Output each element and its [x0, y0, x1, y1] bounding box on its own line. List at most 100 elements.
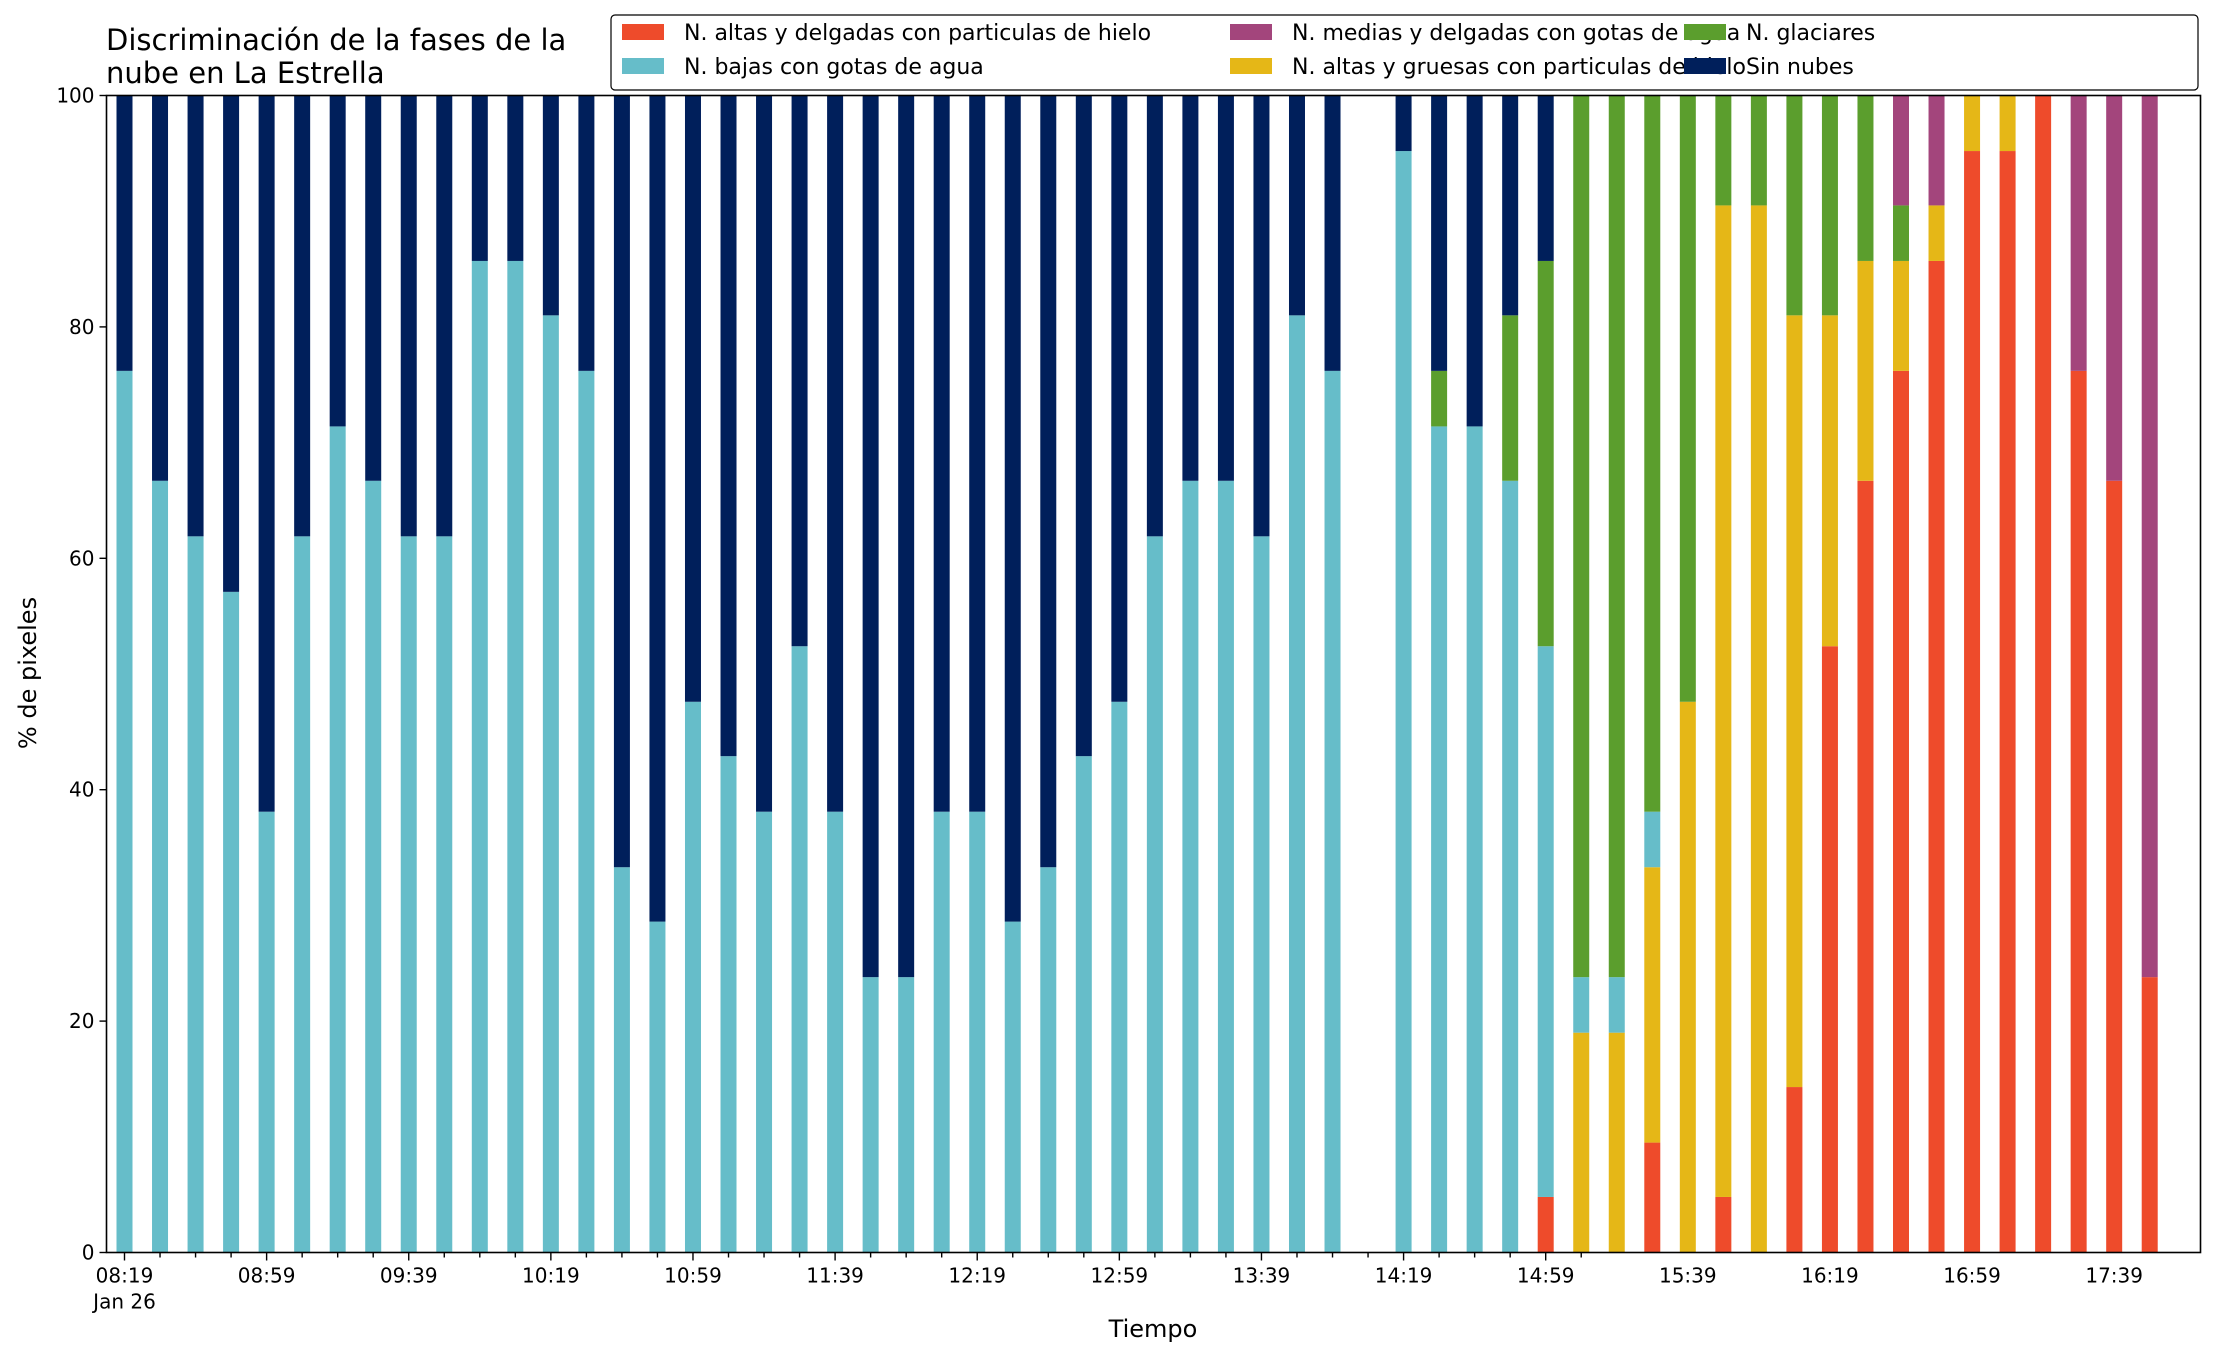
bar-sin-nubes-2 — [187, 95, 204, 537]
bar-sin-nubes-34 — [1324, 95, 1341, 371]
bar-bajas-41 — [1573, 977, 1590, 1033]
bar-sin-nubes-0 — [116, 95, 133, 371]
y-tick-label: 40 — [69, 778, 94, 802]
bar-bajas-13 — [578, 370, 595, 1253]
bar-glaciares-50 — [1893, 205, 1909, 261]
bar-altas-gruesas-42 — [1608, 1032, 1625, 1253]
bar-bajas-8 — [400, 536, 417, 1253]
bar-sin-nubes-31 — [1217, 95, 1234, 481]
bar-altas-delgadas-48 — [1821, 646, 1838, 1253]
x-tick-label: 09:39 — [380, 1264, 438, 1288]
x-tick-label: 12:19 — [948, 1264, 1006, 1288]
x-tick-label: 11:39 — [806, 1264, 864, 1288]
chart-title-line-1: Discriminación de la fases de la — [106, 23, 566, 57]
bar-bajas-26 — [1040, 867, 1057, 1253]
bar-bajas-5 — [294, 536, 311, 1253]
bar-medias-57 — [2141, 95, 2158, 978]
bar-sin-nubes-11 — [507, 95, 524, 261]
bar-sin-nubes-26 — [1040, 95, 1057, 868]
x-tick-label: 13:39 — [1233, 1264, 1291, 1288]
bar-bajas-32 — [1253, 536, 1270, 1253]
legend-swatch-bajas — [622, 58, 664, 74]
bar-altas-gruesas-48 — [1821, 315, 1838, 647]
bar-bajas-30 — [1182, 480, 1199, 1253]
bar-bajas-43 — [1644, 811, 1661, 868]
legend-swatch-sin-nubes — [1684, 58, 1726, 74]
y-tick-label: 60 — [69, 546, 94, 570]
bar-bajas-11 — [507, 260, 524, 1253]
bar-altas-gruesas-44 — [1679, 701, 1696, 1253]
bar-sin-nubes-8 — [400, 95, 417, 537]
bar-sin-nubes-25 — [1004, 95, 1021, 922]
bar-bajas-25 — [1004, 921, 1021, 1253]
bar-altas-gruesas-52 — [1964, 95, 1981, 152]
x-tick-label: 15:39 — [1659, 1264, 1717, 1288]
bar-glaciares-45 — [1715, 95, 1732, 206]
bar-bajas-15 — [649, 921, 666, 1253]
bar-sin-nubes-38 — [1466, 95, 1483, 427]
bar-altas-delgadas-43 — [1644, 1142, 1661, 1253]
bar-altas-gruesas-49 — [1857, 260, 1874, 481]
bar-bajas-10 — [471, 260, 488, 1253]
bar-sin-nubes-4 — [258, 95, 275, 812]
bar-bajas-18 — [756, 811, 773, 1253]
bar-glaciares-49 — [1857, 95, 1874, 261]
bar-sin-nubes-19 — [791, 95, 808, 647]
bar-glaciares-41 — [1573, 95, 1590, 978]
bar-sin-nubes-33 — [1288, 95, 1305, 316]
x-axis: 08:19 08:59 09:39 10:19 10:59 11:39 12:19 12:59… — [91, 1252, 2143, 1314]
legend: N. altas y delgadas con particulas de hi… — [610, 14, 2199, 91]
legend-swatch-glaciares — [1684, 24, 1726, 40]
x-tick-label: 08:19 — [96, 1264, 154, 1288]
legend-box — [610, 14, 2199, 91]
x-tick-label: 14:19 — [1375, 1264, 1433, 1288]
bar-sin-nubes-24 — [969, 95, 986, 812]
plot-frame — [105, 94, 2202, 1254]
x-tick-label: 12:59 — [1091, 1264, 1149, 1288]
bar-sin-nubes-30 — [1182, 95, 1199, 481]
bar-bajas-2 — [187, 536, 204, 1253]
x-tick-label: 16:19 — [1801, 1264, 1859, 1288]
bar-altas-delgadas-49 — [1857, 480, 1874, 1253]
y-axis: 0 20 40 60 80 100 — [56, 84, 107, 1265]
bar-sin-nubes-7 — [365, 95, 382, 481]
bar-sin-nubes-27 — [1075, 95, 1092, 757]
legend-label-altas-delgadas: N. altas y delgadas con particulas de hi… — [684, 21, 1151, 46]
y-axis-label: % de pixeles — [14, 597, 42, 749]
x-axis-label: Tiempo — [1108, 1315, 1198, 1343]
bar-glaciares-46 — [1750, 95, 1767, 206]
y-tick-label: 100 — [56, 84, 94, 108]
bar-sin-nubes-15 — [649, 95, 666, 922]
bar-altas-delgadas-51 — [1928, 260, 1945, 1253]
bar-sin-nubes-21 — [862, 95, 879, 978]
bar-sin-nubes-23 — [933, 95, 950, 812]
bar-sin-nubes-3 — [223, 95, 240, 592]
bar-bajas-33 — [1288, 315, 1305, 1253]
bar-altas-delgadas-50 — [1893, 370, 1909, 1253]
bar-altas-delgadas-57 — [2141, 977, 2158, 1253]
bar-sin-nubes-17 — [720, 95, 737, 757]
bar-sin-nubes-22 — [898, 95, 915, 978]
x-tick-label: 10:59 — [664, 1264, 722, 1288]
bar-sin-nubes-36 — [1395, 95, 1412, 152]
bar-bajas-19 — [791, 646, 808, 1253]
x-tick-sublabel: Jan 26 — [91, 1290, 156, 1314]
bar-bajas-29 — [1146, 536, 1163, 1253]
bar-glaciares-37 — [1431, 370, 1448, 427]
bar-bajas-3 — [223, 591, 240, 1253]
bar-bajas-40 — [1537, 646, 1554, 1197]
bar-bajas-27 — [1075, 756, 1092, 1253]
x-tick-label: 14:59 — [1517, 1264, 1575, 1288]
bar-sin-nubes-1 — [152, 95, 169, 481]
bar-altas-gruesas-45 — [1715, 205, 1732, 1197]
bar-bajas-14 — [613, 867, 630, 1253]
x-tick-label: 08:59 — [238, 1264, 296, 1288]
bar-altas-gruesas-41 — [1573, 1032, 1590, 1253]
bar-altas-delgadas-40 — [1537, 1196, 1554, 1253]
bar-sin-nubes-28 — [1111, 95, 1128, 702]
bar-bajas-1 — [152, 480, 169, 1253]
bar-glaciares-47 — [1786, 95, 1803, 316]
legend-label-glaciares: N. glaciares — [1746, 21, 1875, 46]
bar-sin-nubes-29 — [1146, 95, 1163, 537]
